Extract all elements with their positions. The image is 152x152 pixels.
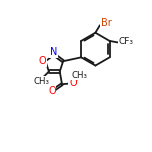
Text: O: O [38, 56, 46, 66]
Text: O: O [48, 86, 56, 96]
Text: O: O [69, 78, 77, 88]
Text: Br: Br [101, 18, 112, 28]
Text: CF₃: CF₃ [119, 37, 134, 46]
Text: CH₃: CH₃ [33, 77, 49, 86]
Text: N: N [50, 47, 57, 57]
Text: CH₃: CH₃ [72, 71, 88, 80]
